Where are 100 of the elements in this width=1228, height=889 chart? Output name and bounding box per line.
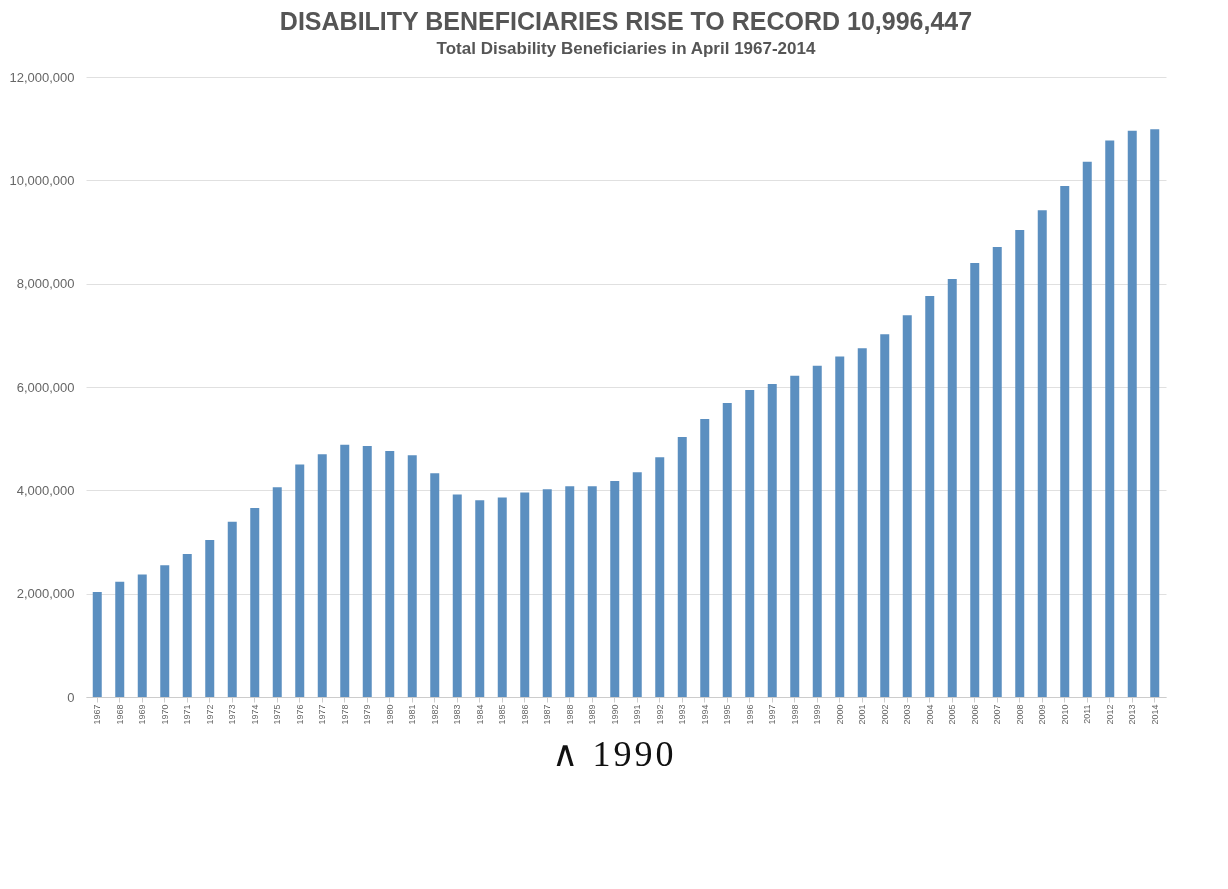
x-tick-label: 1975 — [272, 704, 283, 725]
x-tick-label: 1989 — [587, 704, 598, 725]
bar — [812, 365, 822, 697]
x-tick-label: 1983 — [452, 704, 463, 725]
bar — [677, 437, 687, 697]
bar — [1127, 130, 1137, 697]
x-tick-label: 1977 — [317, 704, 328, 725]
x-tick-label: 1993 — [677, 704, 688, 725]
y-tick-label: 2,000,000 — [16, 586, 75, 602]
x-tick-label: 1968 — [114, 704, 125, 725]
x-tick-label: 1972 — [204, 704, 215, 725]
x-tick-label: 2011 — [1082, 704, 1093, 724]
bar — [272, 487, 282, 697]
x-tick-label: 2006 — [969, 704, 980, 725]
bar — [1037, 210, 1047, 697]
x-tick-label: 1996 — [744, 704, 755, 725]
bar — [115, 581, 125, 697]
x-tick-label: 1976 — [294, 704, 305, 725]
bar — [700, 419, 710, 697]
x-tick-label: 1994 — [699, 704, 710, 725]
x-tick-label: 2009 — [1037, 704, 1048, 725]
chart-subtitle: Total Disability Beneficiaries in April 1967-2014 — [436, 39, 816, 58]
x-tick-label: 2002 — [879, 704, 890, 725]
x-tick-label: 1991 — [632, 704, 643, 725]
bar — [1015, 229, 1025, 697]
bar — [227, 521, 237, 697]
bar — [205, 539, 215, 697]
bar — [1082, 161, 1092, 697]
y-tick-label: 12,000,000 — [9, 69, 75, 85]
bar — [295, 464, 305, 697]
bar — [947, 279, 957, 697]
bar — [1060, 186, 1070, 697]
bar — [767, 383, 777, 697]
bar — [632, 472, 642, 697]
x-tick-label: 2004 — [924, 704, 935, 725]
x-tick-label: 1990 — [609, 704, 620, 725]
bar — [160, 565, 170, 697]
y-tick-label: 0 — [67, 689, 75, 705]
x-tick-label: 1967 — [92, 704, 103, 725]
bar — [857, 348, 867, 697]
bar — [835, 356, 845, 697]
x-tick-label: 1997 — [767, 704, 778, 725]
bar — [362, 445, 372, 697]
x-tick-label: 1971 — [182, 704, 193, 725]
chart-title: DISABILITY BENEFICIARIES RISE TO RECORD 10,996,447 — [279, 7, 973, 35]
x-tick-label: 1992 — [654, 704, 665, 725]
x-tick-label: 2007 — [992, 704, 1003, 725]
bar — [902, 315, 912, 697]
y-tick-label: 6,000,000 — [16, 379, 75, 395]
bar — [1150, 129, 1160, 697]
bar — [587, 486, 597, 697]
bar — [745, 390, 755, 697]
x-tick-label: 2010 — [1059, 704, 1070, 725]
bar — [340, 444, 350, 697]
y-tick-label: 8,000,000 — [16, 276, 75, 292]
text: ∧ 1990 — [550, 733, 678, 775]
x-tick-label: 1998 — [789, 704, 800, 725]
x-tick-label: 1999 — [812, 704, 823, 725]
bar — [92, 592, 102, 697]
x-tick-label: 2005 — [947, 704, 958, 725]
x-tick-label: 1995 — [722, 704, 733, 725]
bar — [452, 494, 462, 697]
x-tick-label: 1982 — [429, 704, 440, 725]
x-tick-label: 1985 — [497, 704, 508, 725]
x-tick-label: 1984 — [474, 704, 485, 725]
bar — [970, 263, 980, 697]
x-tick-label: 2000 — [834, 704, 845, 725]
bar — [182, 553, 192, 697]
x-tick-label: 1988 — [564, 704, 575, 725]
bar — [317, 454, 327, 697]
x-tick-label: 2001 — [857, 704, 868, 725]
bar — [565, 486, 575, 697]
y-tick-label: 10,000,000 — [9, 172, 75, 188]
x-tick-label: 1974 — [249, 704, 260, 725]
bar — [137, 574, 147, 697]
bar — [475, 500, 485, 697]
bar — [610, 481, 620, 697]
x-tick-label: 1978 — [339, 704, 350, 725]
x-tick-label: 2014 — [1149, 704, 1160, 725]
bar — [722, 403, 732, 697]
bar — [542, 489, 552, 697]
bar — [655, 457, 665, 697]
bar — [992, 246, 1002, 697]
x-tick-label: 1981 — [407, 704, 418, 725]
x-tick-label: 1969 — [137, 704, 148, 725]
x-tick-label: 1970 — [159, 704, 170, 725]
bar — [520, 492, 530, 697]
bar — [925, 296, 935, 697]
x-tick-label: 2003 — [902, 704, 913, 725]
bar — [497, 497, 507, 697]
x-tick-label: 2012 — [1104, 704, 1115, 725]
y-tick-label: 4,000,000 — [16, 482, 75, 498]
x-tick-label: 1986 — [519, 704, 530, 725]
bar — [790, 375, 800, 697]
bar — [250, 507, 260, 697]
bar — [407, 455, 417, 697]
x-tick-label: 1973 — [227, 704, 238, 725]
x-tick-label: 2013 — [1127, 704, 1138, 725]
bar — [880, 334, 890, 697]
x-tick-label: 1979 — [362, 704, 373, 725]
